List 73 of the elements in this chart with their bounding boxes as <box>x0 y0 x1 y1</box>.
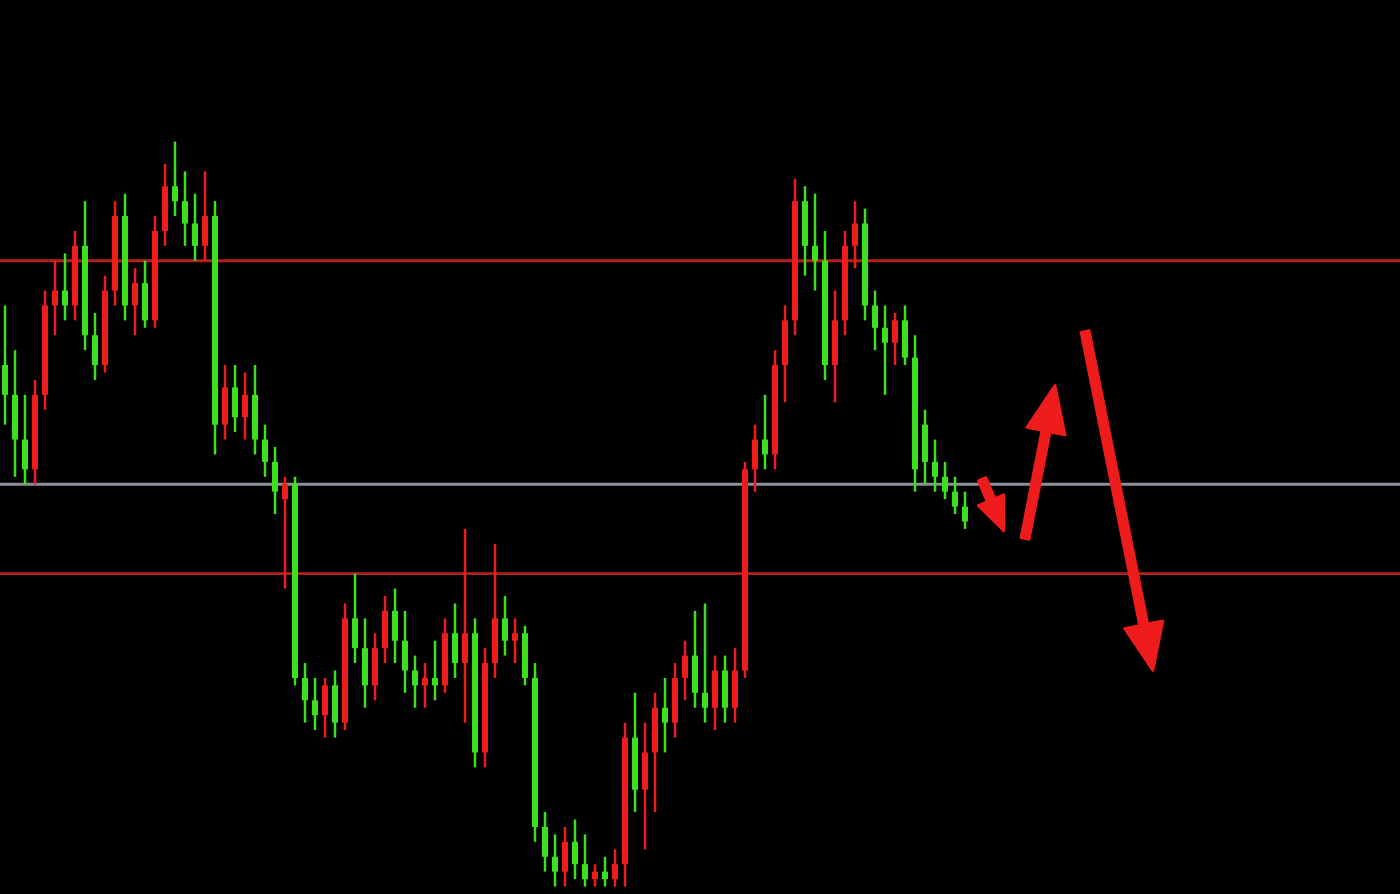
candlestick <box>62 252 68 322</box>
candlestick <box>522 624 528 687</box>
candlestick <box>882 304 888 397</box>
candlestick <box>302 661 308 724</box>
candlestick <box>312 676 318 732</box>
candlestick <box>462 527 468 724</box>
candlestick <box>282 475 288 590</box>
candlestick <box>812 192 818 292</box>
candlestick <box>2 304 8 426</box>
candlestick <box>262 423 268 479</box>
candlestick <box>252 363 258 456</box>
candlestick <box>232 363 238 434</box>
candlestick <box>692 609 698 709</box>
candlestick <box>12 348 18 479</box>
candlestick <box>382 594 388 665</box>
candlestick <box>752 423 758 493</box>
candlestick <box>572 818 578 881</box>
candlestick <box>762 393 768 471</box>
candlestick <box>702 602 708 724</box>
candlestick <box>872 289 878 352</box>
candlestick <box>92 311 98 382</box>
candlestick <box>952 475 958 516</box>
candlestick <box>542 810 548 873</box>
candlestick <box>602 855 608 888</box>
candlestick <box>682 639 688 702</box>
candlestick <box>272 445 278 516</box>
candlestick <box>652 691 658 814</box>
candlestick <box>962 490 968 531</box>
candlestick <box>582 833 588 888</box>
candlestick <box>562 825 568 888</box>
candlestick <box>392 587 398 665</box>
candlestick <box>902 304 908 367</box>
candlestick <box>52 259 58 337</box>
candlestick <box>942 460 948 501</box>
candlestick <box>512 617 518 665</box>
candlestick <box>922 408 928 486</box>
candlestick <box>552 833 558 888</box>
candlestick <box>662 676 668 754</box>
candlestick <box>362 617 368 709</box>
candlestick <box>142 259 148 330</box>
candlestick <box>22 393 28 486</box>
candlestick <box>452 602 458 680</box>
candlestick <box>502 594 508 657</box>
candlestick <box>412 654 418 709</box>
candlestick <box>642 721 648 851</box>
candlestick <box>712 654 718 732</box>
candlestick <box>892 311 898 367</box>
candlestick <box>192 192 198 262</box>
candlestick <box>222 363 228 441</box>
candlestick <box>352 572 358 665</box>
candlestick <box>322 676 328 739</box>
candlestick <box>932 438 938 493</box>
candlestick <box>202 170 208 262</box>
candlestick <box>182 170 188 248</box>
candlestick <box>592 862 598 888</box>
candlestick <box>832 289 838 404</box>
candlestick <box>132 266 138 337</box>
candlestick <box>612 848 618 888</box>
candlestick <box>722 654 728 724</box>
candlestick <box>172 140 178 218</box>
candlestick <box>402 609 408 695</box>
candlestick <box>852 199 858 270</box>
candlestick <box>432 639 438 702</box>
candlestick <box>782 304 788 404</box>
candlestick <box>242 371 248 441</box>
candlestick <box>802 185 808 277</box>
candlestick <box>332 669 338 739</box>
candlestick <box>422 661 428 709</box>
candlestick <box>372 632 378 702</box>
candlestick <box>162 162 168 248</box>
candlestick <box>732 646 738 724</box>
candlestick <box>492 542 498 680</box>
candlestick <box>672 661 678 739</box>
